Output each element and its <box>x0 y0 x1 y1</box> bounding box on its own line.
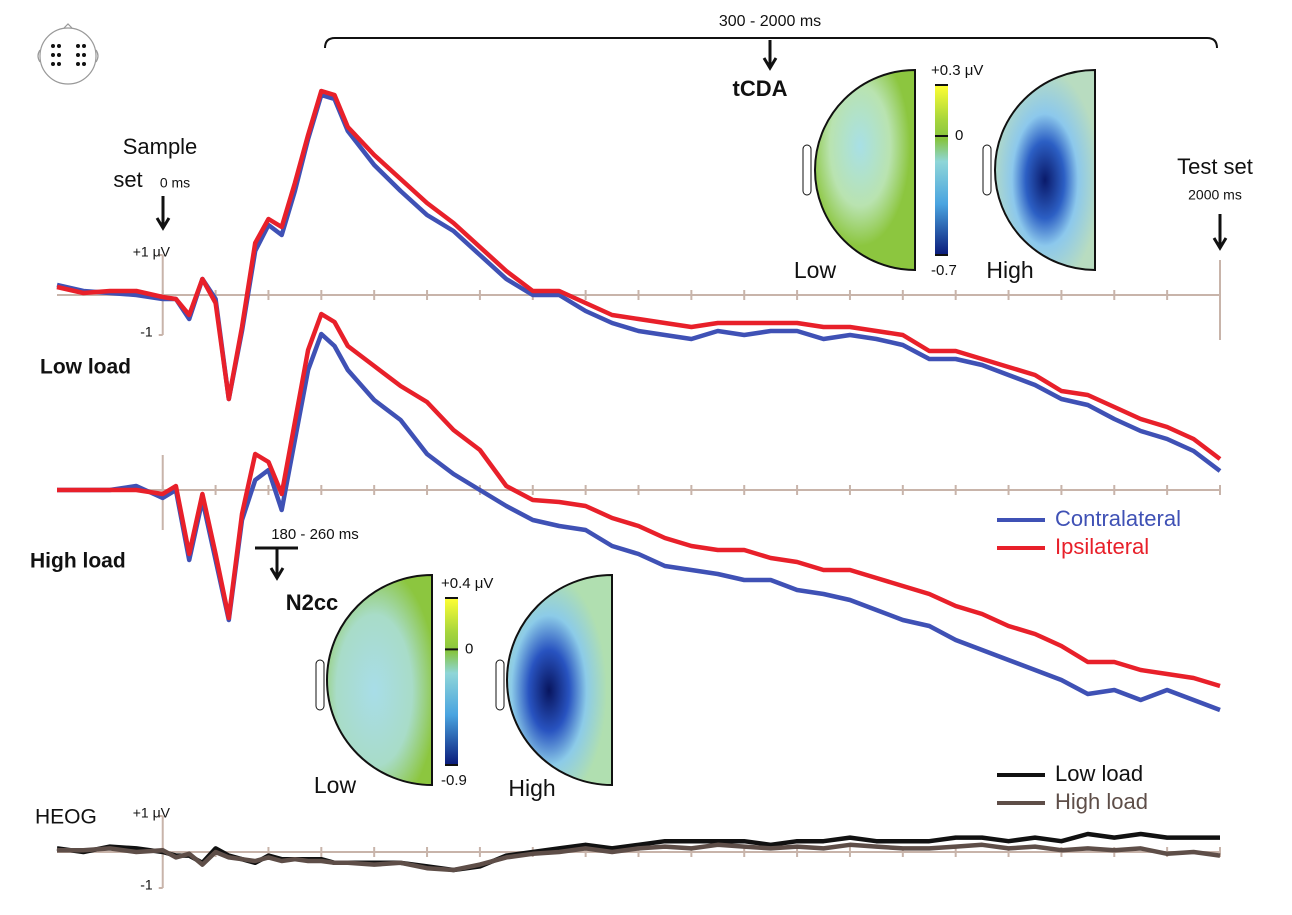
test-label: Test set <box>1177 154 1253 179</box>
n2cc-window: 180 - 260 ms <box>271 526 359 543</box>
colorbar-label: 0 <box>465 640 473 657</box>
y-tick-label: -1 <box>140 324 153 340</box>
n2cc-label: N2cc <box>286 590 339 615</box>
arrow <box>157 196 169 228</box>
topomap-label: High <box>508 775 555 801</box>
topomap-label: Low <box>794 257 837 283</box>
panel-title: Low load <box>40 356 131 379</box>
electrode-icon <box>38 24 98 84</box>
arrow <box>255 548 298 578</box>
y-tick-label: +1 μV <box>133 244 171 260</box>
legend-label: Contralateral <box>1055 506 1181 531</box>
topomap-tcda <box>803 70 1095 270</box>
test-time: 2000 ms <box>1188 187 1242 203</box>
topomap-label: High <box>986 257 1033 283</box>
topomap-n2cc <box>316 575 612 785</box>
colorbar-label: +0.4 μV <box>441 575 493 592</box>
sample-label: set <box>113 167 142 192</box>
panel-title: High load <box>30 550 126 573</box>
colorbar-label: +0.3 μV <box>931 62 983 79</box>
topomap-label: Low <box>314 772 357 798</box>
figure: 300 - 2000 ms tCDA Sample set 0 ms Test … <box>0 0 1292 910</box>
legend-label: Ipsilateral <box>1055 534 1149 559</box>
tcda-window: 300 - 2000 ms <box>719 13 821 30</box>
sample-label: Sample <box>123 134 198 159</box>
panel-title: HEOG <box>35 806 97 829</box>
line-series <box>57 314 1220 686</box>
colorbar-label: -0.7 <box>931 262 957 279</box>
line-series <box>57 845 1220 870</box>
colorbar-label: 0 <box>955 127 963 144</box>
y-tick-label: +1 μV <box>133 805 171 821</box>
legend-label: High load <box>1055 789 1148 814</box>
arrow <box>1214 214 1226 248</box>
y-tick-label: -1 <box>140 877 153 893</box>
tcda-label: tCDA <box>733 76 788 101</box>
sample-time: 0 ms <box>160 175 190 191</box>
arrow <box>764 40 776 68</box>
legend-label: Low load <box>1055 761 1143 786</box>
colorbar-label: -0.9 <box>441 772 467 789</box>
